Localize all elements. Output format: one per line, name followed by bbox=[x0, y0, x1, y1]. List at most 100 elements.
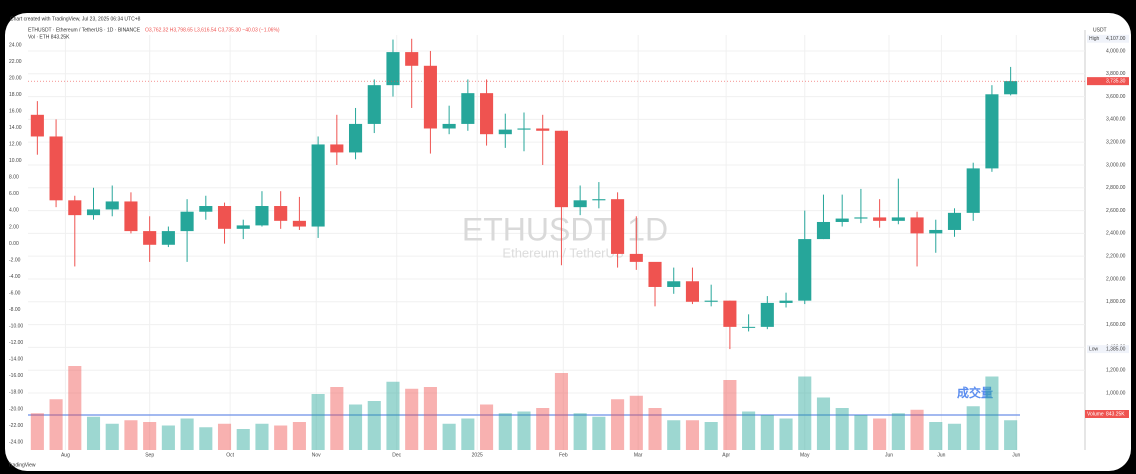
volume-bar bbox=[386, 381, 400, 450]
volume-bar bbox=[274, 425, 288, 450]
y2-tick-label: -20.00 bbox=[9, 406, 23, 412]
y2-tick-label: -16.00 bbox=[9, 373, 23, 379]
y2-tick-label: -22.00 bbox=[9, 423, 23, 429]
candle-body bbox=[180, 211, 194, 232]
y2-tick-label: 16.00 bbox=[9, 108, 22, 114]
x-tick-label: Mar bbox=[634, 452, 643, 458]
footer: TradingView bbox=[8, 462, 36, 468]
candle-body bbox=[554, 130, 568, 208]
volume-bar bbox=[498, 413, 512, 450]
candle-body bbox=[704, 300, 718, 302]
volume-bar bbox=[68, 366, 82, 450]
volume-bar bbox=[311, 394, 325, 450]
volume-bar bbox=[611, 399, 625, 450]
marker-value: 4,107.00 bbox=[1106, 36, 1126, 42]
candle-body bbox=[798, 239, 812, 301]
y-tick-label: 2,400.00 bbox=[1106, 231, 1126, 237]
y2-tick-label: -14.00 bbox=[9, 357, 23, 363]
candle-body bbox=[461, 93, 475, 124]
candle-body bbox=[217, 206, 232, 229]
volume-bar bbox=[742, 411, 756, 450]
marker-name: Low bbox=[1089, 346, 1099, 352]
volume-bar bbox=[124, 420, 138, 450]
y2-tick-label: 10.00 bbox=[9, 158, 22, 164]
last-price-label: 3,735.30 bbox=[1106, 78, 1126, 84]
volume-bar bbox=[49, 399, 63, 450]
volume-bar bbox=[798, 376, 812, 450]
x-tick-label: Feb bbox=[559, 452, 568, 458]
candle-body bbox=[442, 123, 456, 129]
watermark-subtitle: Ethereum / TetherUS bbox=[502, 245, 623, 260]
y2-tick-label: 24.00 bbox=[9, 42, 22, 48]
marker-badge bbox=[1087, 345, 1129, 354]
volume-bar bbox=[442, 423, 456, 450]
candle-body bbox=[947, 212, 962, 230]
y2-tick-label: 14.00 bbox=[9, 125, 22, 131]
watermark: ETHUSDT, 1D bbox=[462, 211, 668, 247]
candle-body bbox=[891, 217, 905, 221]
candle-body bbox=[1004, 81, 1018, 95]
y2-tick-label: -24.00 bbox=[9, 439, 23, 445]
marker-name: High bbox=[1089, 36, 1100, 42]
y2-tick-label: 8.00 bbox=[9, 175, 19, 181]
y2-tick-label: -6.00 bbox=[9, 290, 21, 296]
volume-bar bbox=[536, 408, 550, 450]
volume-bar bbox=[966, 406, 980, 450]
x-tick-label: Aug bbox=[61, 452, 70, 458]
y-tick-label: 3,400.00 bbox=[1106, 117, 1126, 123]
volume-value: 843.25K bbox=[1106, 411, 1125, 417]
candle-body bbox=[49, 136, 63, 201]
candle-body bbox=[480, 93, 494, 135]
candle-body bbox=[405, 52, 419, 66]
volume-bar bbox=[929, 422, 943, 450]
volume-label: Volume bbox=[1087, 411, 1104, 417]
volume-bar bbox=[873, 418, 887, 450]
volume-bar bbox=[367, 401, 381, 450]
y-tick-label: 1,800.00 bbox=[1106, 299, 1126, 305]
volume-bar bbox=[161, 425, 175, 450]
y2-tick-label: 18.00 bbox=[9, 92, 22, 98]
volume-bar bbox=[854, 415, 868, 450]
candle-body bbox=[779, 300, 793, 303]
y2-tick-label: -18.00 bbox=[9, 390, 23, 396]
candle-body bbox=[161, 231, 175, 245]
x-tick-label: Nov bbox=[312, 452, 321, 458]
volume-bar bbox=[592, 416, 606, 450]
candle-body bbox=[629, 253, 643, 262]
y-tick-label: 1,600.00 bbox=[1106, 322, 1126, 328]
x-tick-label: Jun bbox=[937, 452, 945, 458]
candle-body bbox=[386, 52, 400, 86]
candle-body bbox=[573, 200, 587, 208]
y2-tick-label: -8.00 bbox=[9, 307, 21, 313]
volume-bar bbox=[236, 429, 250, 450]
volume-bar bbox=[554, 373, 568, 450]
candle-body bbox=[835, 218, 849, 222]
volume-bar bbox=[704, 422, 718, 450]
y-tick-label: 2,600.00 bbox=[1106, 208, 1126, 214]
candle-body bbox=[536, 128, 550, 131]
volume-bar bbox=[217, 423, 232, 450]
frame bbox=[5, 13, 1131, 471]
last-price-badge bbox=[1087, 77, 1129, 86]
candle-body bbox=[910, 217, 924, 234]
candle-body bbox=[966, 168, 980, 213]
volume-bar bbox=[86, 416, 101, 450]
candle-body bbox=[255, 206, 269, 226]
volume-bar bbox=[760, 415, 774, 450]
volume-bar bbox=[330, 387, 344, 450]
y-tick-label: 3,000.00 bbox=[1106, 162, 1126, 168]
volume-bar bbox=[105, 423, 119, 450]
candle-body bbox=[68, 200, 82, 216]
y2-tick-label: 6.00 bbox=[9, 191, 19, 197]
x-tick-label: Dec bbox=[392, 452, 401, 458]
volume-bar bbox=[629, 395, 643, 450]
volume-bar bbox=[835, 408, 849, 450]
y2-tick-label: 22.00 bbox=[9, 59, 22, 65]
volume-bar bbox=[517, 411, 531, 450]
candle-body bbox=[648, 261, 662, 287]
volume-bar bbox=[30, 413, 44, 450]
volume-bar bbox=[143, 422, 157, 450]
volume-bar bbox=[947, 423, 962, 450]
y-tick-label: 2,200.00 bbox=[1106, 254, 1126, 260]
